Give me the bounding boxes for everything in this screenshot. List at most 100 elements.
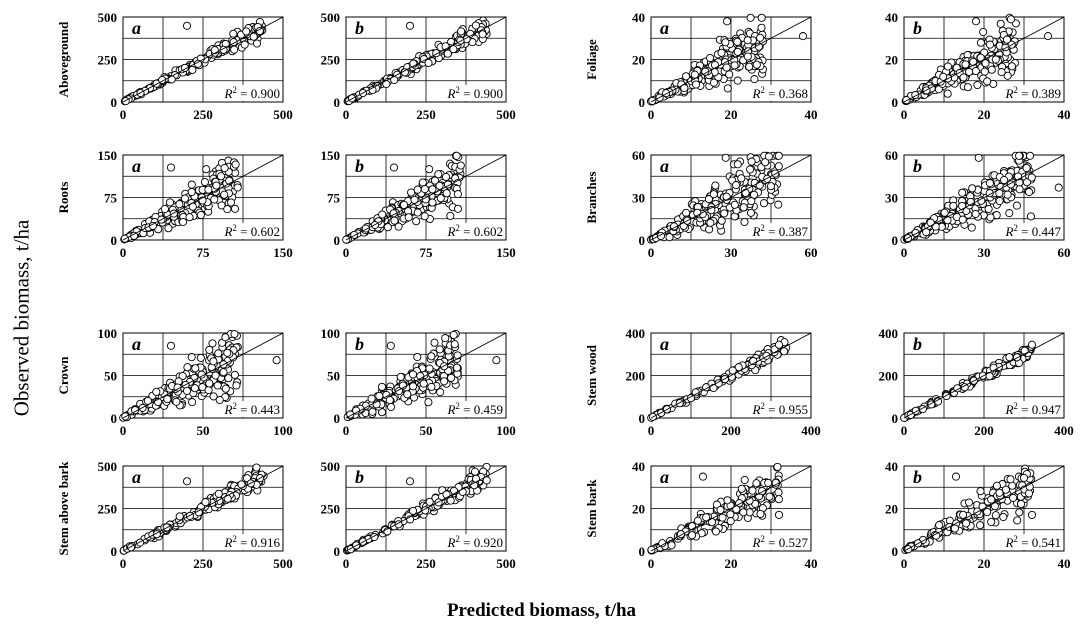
data-point (214, 349, 223, 358)
data-point (211, 371, 220, 380)
r2-box (455, 85, 505, 101)
x-tick-label: 50 (197, 423, 210, 438)
data-point (452, 151, 461, 160)
plot-frame (345, 16, 507, 103)
data-point (204, 386, 213, 395)
data-point (408, 370, 418, 379)
data-point (471, 21, 480, 30)
data-point (980, 67, 989, 76)
data-point (221, 333, 230, 342)
x-tick-label: 40 (1058, 107, 1071, 122)
data-point (209, 357, 218, 366)
data-point (730, 61, 739, 70)
data-point (1015, 185, 1024, 194)
panel-letter-label: a (660, 467, 669, 487)
data-point (185, 213, 194, 222)
r2-label: R2 = 0.947 (1004, 401, 1061, 417)
data-point (969, 57, 978, 66)
data-point (405, 477, 415, 486)
data-point (763, 174, 772, 183)
data-point (984, 204, 993, 214)
data-point (774, 488, 783, 497)
data-point (967, 223, 976, 232)
data-point (201, 498, 210, 507)
data-point (183, 363, 192, 372)
data-point (368, 407, 377, 416)
data-point (774, 340, 784, 349)
data-point (178, 371, 187, 381)
x-tick-label: 40 (1058, 556, 1071, 571)
data-point (163, 395, 172, 404)
data-point (421, 506, 430, 515)
x-tick-label: 500 (496, 556, 516, 571)
x-tick-label: 40 (805, 556, 818, 571)
data-point (750, 75, 759, 84)
data-point (726, 517, 735, 526)
data-point (1015, 508, 1024, 517)
data-point (693, 516, 702, 525)
data-point (440, 377, 449, 386)
data-point (377, 408, 387, 417)
data-point (740, 217, 749, 227)
data-point (377, 382, 387, 391)
x-tick-label: 0 (343, 245, 350, 260)
panel-letter-label: b (355, 156, 364, 176)
data-point (798, 32, 808, 41)
x-tick-label: 0 (343, 423, 350, 438)
data-point (441, 334, 450, 343)
data-point (182, 386, 192, 395)
y-tick-label: 0 (639, 233, 646, 248)
data-point (951, 472, 961, 481)
data-point (774, 151, 783, 160)
data-point (987, 495, 996, 504)
one-to-one-line (122, 16, 284, 103)
panel-stem-bark-a: a R2 = 0.527 0 20 40 0 20 40 Stem bark (584, 459, 818, 571)
panel-letter-label: a (660, 156, 669, 176)
data-point (182, 21, 192, 30)
data-point (424, 398, 433, 407)
data-point (1054, 183, 1063, 192)
data-point (413, 185, 422, 194)
plot-frame (903, 16, 1065, 103)
y-tick-label: 40 (632, 10, 645, 25)
data-point (1007, 62, 1017, 71)
data-point (976, 487, 985, 496)
one-to-one-line (650, 16, 812, 103)
data-point (986, 213, 995, 222)
r2-box (455, 401, 505, 417)
data-point (471, 474, 481, 483)
data-point (774, 162, 783, 171)
x-tick-label: 200 (721, 423, 741, 438)
data-point (681, 72, 691, 81)
x-tick-label: 30 (725, 245, 738, 260)
panel-stem-wood-a: a R2 = 0.955 0 200 400 0 200 400 Stem wood (584, 326, 821, 438)
data-point (386, 341, 395, 350)
y-tick-label: 0 (892, 233, 899, 248)
one-to-one-line (903, 154, 1065, 241)
y-tick-label: 250 (321, 502, 341, 517)
data-point (385, 396, 394, 405)
panel-letter-label: a (660, 18, 669, 38)
data-point (756, 33, 765, 42)
panel-letter-label: b (913, 467, 922, 487)
panel-letter-label: a (132, 156, 141, 176)
x-tick-label: 0 (648, 423, 655, 438)
data-point (774, 495, 783, 504)
y-tick-label: 500 (98, 459, 118, 474)
r2-label: R2 = 0.443 (223, 401, 280, 417)
panel-letter-label: a (132, 18, 141, 38)
data-point (991, 55, 1000, 64)
data-point (457, 27, 466, 36)
data-point (943, 216, 952, 225)
r2-label: R2 = 0.602 (223, 223, 280, 239)
data-point (992, 481, 1001, 490)
r2-label: R2 = 0.447 (1004, 223, 1061, 239)
data-point (175, 512, 184, 521)
x-tick-label: 150 (273, 245, 293, 260)
y-tick-label: 400 (879, 326, 899, 341)
data-point (1003, 71, 1012, 80)
panel-crown-a: a R2 = 0.443 0 50 100 0 50 100 Crown (56, 326, 293, 438)
data-point (1006, 475, 1015, 484)
data-point (732, 181, 741, 190)
